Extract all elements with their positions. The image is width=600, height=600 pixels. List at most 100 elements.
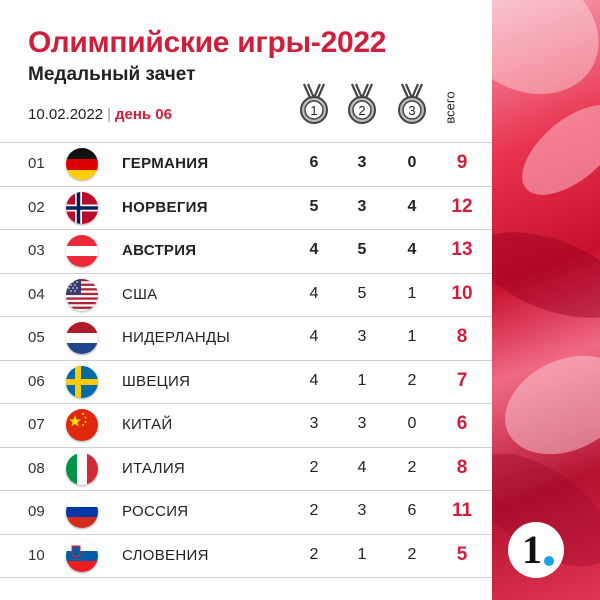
country-name: ШВЕЦИЯ	[122, 372, 191, 390]
gold-medal-icon: 1	[296, 82, 332, 126]
table-row: 04 США 4 5 1 10	[0, 273, 492, 317]
row-divider	[0, 185, 492, 187]
bronze-count: 0	[407, 154, 417, 171]
bronze-count: 4	[407, 197, 417, 215]
total-label: всего	[442, 91, 458, 124]
gold-count: 2	[309, 458, 319, 476]
logo-dot	[544, 556, 554, 566]
table-row: 03 АВСТРИЯ 4 5 4 13	[0, 229, 492, 273]
flag-usa-icon	[66, 278, 98, 311]
table-row: 10 СЛОВЕНИЯ 2 1 2 5	[0, 534, 492, 578]
medal-rank-label: 1	[310, 103, 317, 118]
gold-count: 4	[309, 241, 319, 258]
decorative-background	[492, 0, 600, 600]
rank: 10	[28, 546, 45, 564]
total-count: 9	[456, 152, 468, 173]
row-divider	[0, 272, 492, 274]
row-divider	[0, 446, 492, 448]
date-line: 10.02.2022 | день 06	[28, 106, 172, 123]
table-row: 08 ИТАЛИЯ 2 4 2 8	[0, 447, 492, 491]
silver-count: 3	[357, 502, 367, 519]
total-count: 10	[451, 282, 473, 304]
total-count: 13	[451, 239, 473, 260]
table-row: 02 НОРВЕГИЯ 5 3 4 12	[0, 186, 492, 230]
gold-count: 5	[309, 197, 319, 215]
medal-rank-label: 2	[358, 103, 365, 118]
silver-medal-icon: 2	[344, 82, 380, 126]
gold-count: 2	[309, 545, 319, 563]
bronze-count: 4	[407, 241, 417, 258]
country-name: ГЕРМАНИЯ	[122, 155, 209, 172]
country-name: НОРВЕГИЯ	[122, 198, 208, 216]
total-count: 5	[456, 543, 468, 565]
country-name: СЛОВЕНИЯ	[122, 546, 209, 564]
bronze-medal-icon: 3	[394, 82, 430, 126]
channel-one-logo: 1	[508, 522, 564, 578]
total-count: 11	[451, 500, 473, 521]
table-row: 09 РОССИЯ 2 3 6 11	[0, 490, 492, 534]
day-text: день 06	[114, 106, 172, 123]
gold-count: 4	[309, 284, 319, 302]
row-divider	[0, 533, 492, 535]
table-row: 01 ГЕРМАНИЯ 6 3 0 9	[0, 142, 492, 186]
date-separator: |	[107, 106, 111, 123]
silver-count: 3	[357, 154, 367, 171]
bronze-count: 2	[407, 371, 417, 389]
country-name: АВСТРИЯ	[122, 242, 197, 259]
row-divider	[0, 403, 492, 404]
total-column-header: всего	[443, 86, 468, 134]
bronze-count: 2	[407, 545, 417, 563]
medal-table-card: Олимпийские игры-2022 Медальный зачет 10…	[0, 26, 492, 578]
table-row: 06 ШВЕЦИЯ 4 1 2 7	[0, 360, 492, 404]
gold-count: 2	[309, 502, 319, 519]
total-count: 7	[456, 369, 468, 391]
rank: 08	[28, 459, 45, 477]
flag-netherlands-icon	[66, 322, 98, 354]
flag-china-icon	[66, 409, 98, 441]
flag-slovenia-icon	[66, 539, 98, 572]
flag-sweden-icon	[66, 365, 98, 398]
gold-count: 6	[309, 154, 319, 171]
silver-count: 1	[357, 545, 367, 563]
rank: 04	[28, 285, 45, 303]
gold-count: 3	[309, 415, 319, 432]
rank: 09	[28, 503, 45, 520]
silver-count: 1	[357, 371, 367, 389]
total-count: 12	[451, 195, 473, 217]
bronze-count: 1	[407, 284, 417, 302]
silver-count: 4	[357, 458, 367, 476]
rank: 07	[28, 416, 45, 433]
silver-count: 3	[357, 328, 367, 345]
row-divider	[0, 577, 492, 578]
country-name: РОССИЯ	[122, 503, 189, 520]
flag-italy-icon	[66, 452, 98, 485]
table-row: 07 КИТАЙ 3 3 0 6	[0, 403, 492, 447]
table-row: 05 НИДЕРЛАНДЫ 4 3 1 8	[0, 316, 492, 360]
row-divider	[0, 229, 492, 230]
date-text: 10.02.2022	[28, 106, 104, 123]
logo-text: 1	[522, 527, 542, 572]
flag-norway-icon	[66, 191, 98, 224]
gold-count: 4	[309, 371, 319, 389]
country-name: ИТАЛИЯ	[122, 459, 186, 477]
flag-austria-icon	[66, 235, 98, 267]
row-divider	[0, 142, 492, 143]
country-name: КИТАЙ	[122, 416, 173, 433]
total-count: 8	[456, 326, 468, 347]
bronze-count: 0	[407, 415, 417, 432]
row-divider	[0, 359, 492, 361]
bronze-count: 2	[407, 458, 417, 476]
rank: 01	[28, 155, 45, 172]
silver-count: 3	[357, 197, 367, 215]
rank: 05	[28, 329, 45, 346]
silver-count: 3	[357, 415, 367, 432]
medal-rank-label: 3	[408, 103, 415, 118]
total-count: 6	[456, 413, 468, 434]
bronze-count: 6	[407, 502, 417, 519]
country-name: НИДЕРЛАНДЫ	[122, 329, 231, 346]
page-title: Олимпийские игры-2022	[28, 26, 387, 59]
flag-russia-icon	[66, 496, 98, 528]
bronze-count: 1	[407, 328, 417, 345]
rank: 03	[28, 242, 45, 259]
row-divider	[0, 490, 492, 491]
